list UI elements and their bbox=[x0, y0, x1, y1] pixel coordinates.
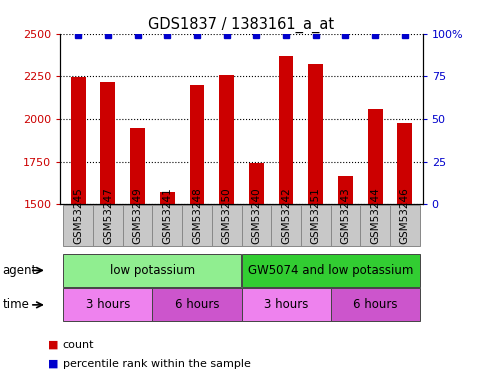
Text: 3 hours: 3 hours bbox=[85, 298, 130, 311]
Text: GSM53241: GSM53241 bbox=[162, 188, 172, 244]
Bar bbox=[279, 56, 294, 204]
Text: GSM53250: GSM53250 bbox=[222, 188, 232, 244]
Bar bbox=[100, 82, 115, 204]
Text: count: count bbox=[63, 340, 94, 350]
Text: 6 hours: 6 hours bbox=[175, 298, 219, 311]
Bar bbox=[130, 128, 145, 204]
Text: GSM53244: GSM53244 bbox=[370, 188, 380, 244]
Text: GDS1837 / 1383161_a_at: GDS1837 / 1383161_a_at bbox=[148, 17, 335, 33]
Text: low potassium: low potassium bbox=[110, 264, 195, 277]
Text: GSM53248: GSM53248 bbox=[192, 188, 202, 244]
Bar bbox=[338, 176, 353, 204]
Bar bbox=[189, 85, 204, 204]
Text: 3 hours: 3 hours bbox=[264, 298, 308, 311]
Text: time: time bbox=[2, 298, 29, 311]
Bar bbox=[308, 64, 323, 204]
Text: GSM53245: GSM53245 bbox=[73, 188, 83, 244]
Text: GSM53243: GSM53243 bbox=[341, 188, 351, 244]
Text: GSM53247: GSM53247 bbox=[103, 188, 113, 244]
Bar bbox=[160, 192, 175, 204]
Text: GSM53249: GSM53249 bbox=[132, 188, 142, 244]
Text: ■: ■ bbox=[48, 340, 59, 350]
Text: percentile rank within the sample: percentile rank within the sample bbox=[63, 359, 251, 369]
Text: agent: agent bbox=[2, 264, 37, 277]
Text: GSM53246: GSM53246 bbox=[400, 188, 410, 244]
Text: GSM53242: GSM53242 bbox=[281, 188, 291, 244]
Text: GW5074 and low potassium: GW5074 and low potassium bbox=[248, 264, 413, 277]
Text: ■: ■ bbox=[48, 359, 59, 369]
Bar bbox=[398, 123, 412, 204]
Bar bbox=[368, 109, 383, 204]
Text: GSM53251: GSM53251 bbox=[311, 188, 321, 244]
Text: GSM53240: GSM53240 bbox=[251, 188, 261, 244]
Bar bbox=[71, 77, 85, 204]
Bar bbox=[219, 75, 234, 204]
Bar bbox=[249, 163, 264, 204]
Text: 6 hours: 6 hours bbox=[353, 298, 398, 311]
